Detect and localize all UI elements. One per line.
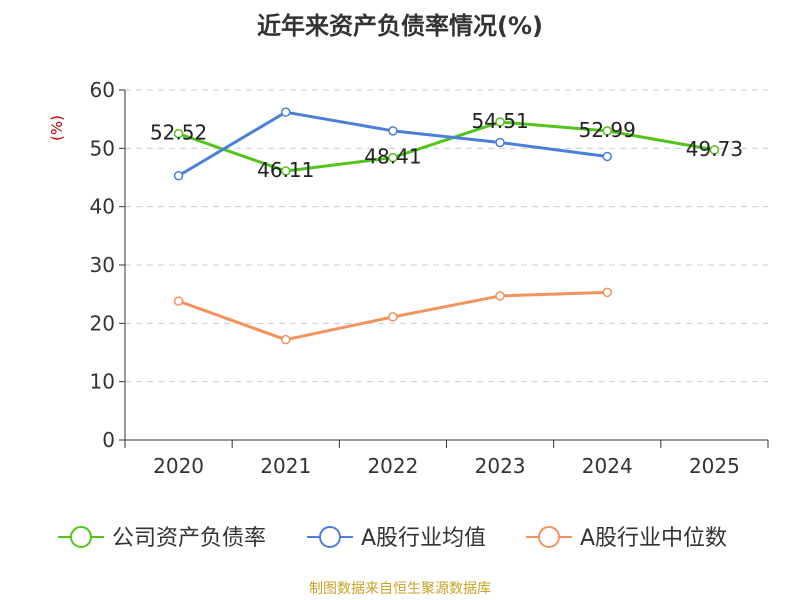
y-tick-label: 20 [90, 311, 115, 335]
y-tick-label: 40 [90, 195, 115, 219]
data-labels: 52.52 46.11 48.41 54.51 52.99 49.73 [150, 109, 743, 182]
data-label: 52.99 [579, 118, 636, 142]
legend-marker [70, 526, 92, 548]
chart-title: 近年来资产负债率情况(%) [257, 12, 543, 40]
x-tick-label: 2022 [367, 454, 418, 478]
data-point [281, 166, 291, 176]
data-point [602, 151, 612, 162]
data-point [602, 126, 612, 136]
x-tick-label: 2023 [475, 454, 526, 478]
data-point [173, 128, 184, 139]
legend-label: A股行业中位数 [580, 526, 727, 551]
data-label: 54.51 [471, 109, 528, 133]
data-point [495, 137, 505, 148]
data-point [495, 291, 505, 301]
data-point [495, 117, 505, 127]
x-tick-label: 2020 [153, 454, 204, 478]
series-layer [173, 107, 720, 345]
data-point [281, 334, 291, 345]
legend-item: 公司资产负债率 [58, 526, 266, 551]
data-point [173, 296, 184, 306]
legend-item: A股行业均值 [307, 526, 486, 551]
y-tick-label: 0 [102, 428, 115, 452]
y-axis-unit: (%) [48, 115, 66, 141]
x-tick-label: 2025 [689, 454, 740, 478]
y-tick-label: 60 [90, 78, 115, 102]
y-tick-label: 30 [90, 253, 115, 277]
data-label: 52.52 [150, 121, 207, 145]
source-note: 制图数据来自恒生聚源数据库 [309, 581, 491, 597]
legend-label: 公司资产负债率 [112, 526, 266, 551]
data-label: 49.73 [686, 137, 743, 161]
legend-marker [538, 526, 560, 548]
data-point [173, 171, 184, 181]
data-point [388, 126, 398, 136]
data-point [388, 312, 398, 322]
data-label: 48.41 [364, 145, 421, 169]
legend-marker [319, 526, 341, 548]
x-tick-label: 2024 [582, 454, 633, 478]
y-tick-label: 10 [90, 370, 115, 394]
data-point [388, 152, 398, 163]
data-point [709, 145, 720, 155]
legend-label: A股行业均值 [361, 526, 486, 551]
series-line [178, 120, 715, 173]
y-tick-label: 50 [90, 136, 115, 160]
axes: 0 10 20 30 40 50 60 2020 2021 2022 2023 2024 2025 [90, 78, 769, 478]
data-point [281, 107, 291, 117]
legend: 公司资产负债率 A股行业均值 A股行业中位数 [58, 526, 727, 551]
data-label: 46.11 [257, 158, 314, 182]
legend-item: A股行业中位数 [526, 526, 727, 551]
data-point [602, 287, 612, 298]
x-tick-label: 2021 [260, 454, 311, 478]
grid-lines [125, 89, 768, 383]
